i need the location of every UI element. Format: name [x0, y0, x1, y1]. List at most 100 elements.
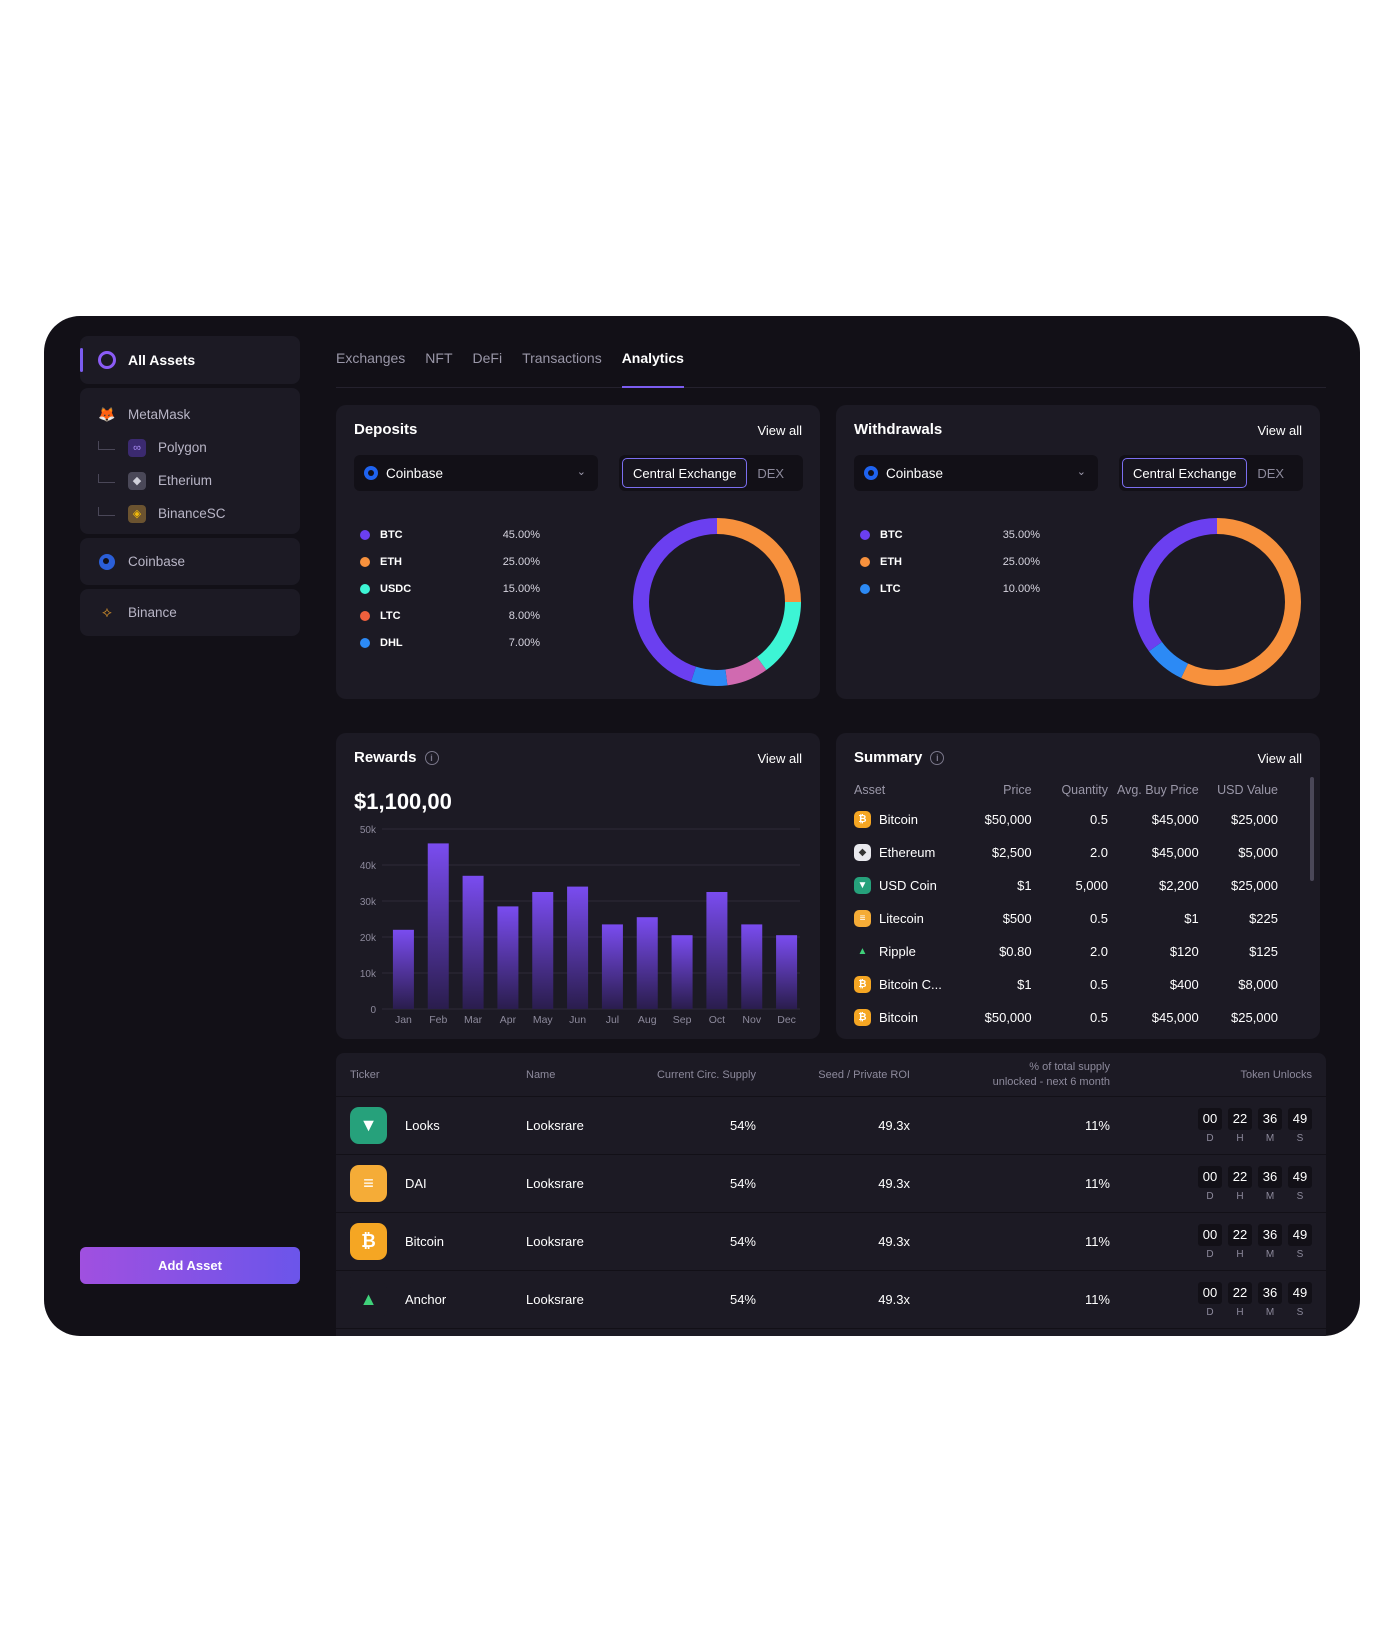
- add-asset-button[interactable]: Add Asset: [80, 1247, 300, 1284]
- table-row[interactable]: ≡ Litecoin $500 0.5 $1 $225: [854, 902, 1278, 935]
- view-all-link[interactable]: View all: [1257, 751, 1302, 766]
- tab-transactions[interactable]: Transactions: [522, 350, 602, 366]
- x-tick-label: Jul: [606, 1014, 619, 1026]
- token-icon: ▲: [350, 1281, 387, 1318]
- cell-avg: $45,000: [1151, 1010, 1199, 1025]
- timer-value: 49: [1288, 1165, 1312, 1188]
- withdrawals-card: Withdrawals View all Coinbase ⌄ Central …: [836, 405, 1320, 699]
- cell-roi: 49.3x: [878, 1176, 910, 1191]
- tab-exchanges[interactable]: Exchanges: [336, 350, 406, 366]
- bar: [392, 929, 414, 1009]
- legend-dot: [360, 583, 370, 594]
- wallet-group: 🦊 MetaMask ∞ Polygon ◆ Etherium ◈ Binanc…: [80, 388, 300, 534]
- info-icon[interactable]: i: [930, 750, 945, 765]
- rewards-card: Rewards i View all $1,100,00 0 10k 20k 30k 4…: [336, 733, 820, 1039]
- cell-qty: 5,000: [1075, 878, 1109, 893]
- cell-price: $1: [1017, 977, 1032, 992]
- cell-qty: 0.5: [1089, 1010, 1109, 1025]
- table-header: Asset Price Quantity Avg. Buy Price USD Valu…: [854, 777, 1278, 803]
- cell-usd: $25,000: [1231, 1010, 1278, 1025]
- summary-table: Asset Price Quantity Avg. Buy Price USD Valu…: [854, 777, 1278, 1039]
- table-row[interactable]: ₿ Bitcoin C... $1 0.5 $400 $8,000: [854, 968, 1278, 1001]
- tab-analytics[interactable]: Analytics: [621, 350, 685, 388]
- sidebar-item-polygon[interactable]: ∞ Polygon: [98, 431, 282, 464]
- scrollbar[interactable]: [1310, 777, 1314, 881]
- table-row[interactable]: ▼ Looks Looksrare 54% 49.3x 11% 00 D 22 H 36 M 49 S: [336, 1097, 1326, 1155]
- coin-icon: ₿: [854, 976, 871, 993]
- table-row[interactable]: ₿ Bitcoin Looksrare 54% 49.3x 11% 00 D 22 H 36 M 49 S: [336, 1213, 1326, 1271]
- coin-icon: ≡: [854, 910, 871, 927]
- ethereum-icon: ◆: [128, 471, 146, 490]
- tab-defi[interactable]: DeFi: [472, 350, 503, 366]
- dex-button[interactable]: DEX: [1257, 465, 1285, 481]
- timer-value: 49: [1288, 1281, 1312, 1304]
- central-exchange-button[interactable]: Central Exchange: [1122, 458, 1248, 488]
- dex-button[interactable]: DEX: [757, 465, 785, 481]
- legend-label: ETH: [380, 555, 402, 568]
- view-all-link[interactable]: View all: [757, 751, 802, 766]
- sidebar-item-label: Etherium: [158, 473, 213, 488]
- deposits-card: Deposits View all Coinbase ⌄ Central Exc…: [336, 405, 820, 699]
- legend-value: 8.00%: [508, 609, 540, 622]
- timer-unit: S: [1296, 1306, 1304, 1318]
- cell-price: $0.80: [999, 944, 1032, 959]
- card-title: Deposits: [354, 421, 418, 438]
- column-header: Name: [526, 1068, 556, 1081]
- deposits-legend: BTC 45.00% ETH 25.00% USDC 15.00% LTC 8.00% DHL 7…: [360, 521, 540, 656]
- timer-unit: M: [1265, 1190, 1275, 1202]
- table-row[interactable]: ≡ DAI Looksrare 54% 49.3x 11% 00 D 22 H 36 M 49 S: [336, 1155, 1326, 1213]
- timer-value: 22: [1228, 1107, 1252, 1130]
- coin-icon: ₿: [854, 811, 871, 828]
- sidebar-item-etherium[interactable]: ◆ Etherium: [98, 464, 282, 497]
- cell-name: Looksrare: [526, 1234, 584, 1249]
- view-all-link[interactable]: View all: [757, 423, 802, 438]
- legend-dot: [360, 529, 370, 540]
- cell-unlocked: 11%: [1084, 1176, 1110, 1191]
- asset-name: Ethereum: [879, 845, 936, 860]
- table-row[interactable]: ▲ Ripple $0.80 2.0 $120 $125: [854, 935, 1278, 968]
- central-exchange-button[interactable]: Central Exchange: [622, 458, 748, 488]
- sidebar-item-binance[interactable]: ⟡ Binance: [80, 589, 300, 636]
- tab-nft[interactable]: NFT: [425, 350, 453, 366]
- exchange-select[interactable]: Coinbase ⌄: [354, 455, 598, 491]
- timer-value: 36: [1258, 1223, 1282, 1246]
- exchange-select[interactable]: Coinbase ⌄: [854, 455, 1098, 491]
- binance-icon: ⟡: [102, 604, 112, 621]
- countdown-timer: 00 D 22 H 36 M 49 S: [1110, 1223, 1312, 1260]
- sidebar: All Assets 🦊 MetaMask ∞ Polygon ◆ Etheri…: [80, 336, 300, 1316]
- column-header: Ticker: [350, 1068, 380, 1081]
- token-icon: ≡: [350, 1165, 387, 1202]
- column-header: Asset: [854, 783, 886, 797]
- table-row[interactable]: ▼ USD Coin $1 5,000 $2,200 $25,000: [854, 869, 1278, 902]
- legend-value: 7.00%: [508, 636, 540, 649]
- table-row[interactable]: ▲ Anchor Looksrare 54% 49.3x 11% 00 D 22 H 36 M 49 S: [336, 1271, 1326, 1329]
- info-icon[interactable]: i: [424, 750, 439, 765]
- y-tick-label: 20k: [360, 933, 377, 944]
- card-title-text: Rewards: [354, 749, 417, 766]
- bar: [741, 924, 763, 1009]
- cell-qty: 2.0: [1089, 944, 1109, 959]
- cell-supply: 54%: [729, 1118, 756, 1133]
- sidebar-item-coinbase[interactable]: Coinbase: [80, 538, 300, 585]
- y-tick-label: 0: [370, 1005, 376, 1016]
- cell-avg: $2,200: [1158, 878, 1199, 893]
- exchange-select-value: Coinbase: [386, 465, 444, 481]
- cell-price: $500: [1002, 911, 1032, 926]
- legend-label: LTC: [380, 609, 401, 622]
- sidebar-item-all-assets[interactable]: All Assets: [80, 336, 300, 384]
- cell-usd: $125: [1249, 944, 1278, 959]
- legend-dot: [860, 556, 870, 567]
- sidebar-item-metamask[interactable]: 🦊 MetaMask: [98, 398, 282, 431]
- view-all-link[interactable]: View all: [1257, 423, 1302, 438]
- x-tick-label: Feb: [429, 1014, 447, 1026]
- sidebar-item-binancesc[interactable]: ◈ BinanceSC: [98, 497, 282, 530]
- table-row[interactable]: ◆ Ethereum $2,500 2.0 $45,000 $5,000: [854, 836, 1278, 869]
- cell-price: $1: [1017, 878, 1032, 893]
- exchange-select-value: Coinbase: [886, 465, 944, 481]
- ticker: Looks: [405, 1118, 440, 1133]
- bar: [462, 875, 484, 1009]
- asset-name: Litecoin: [879, 911, 924, 926]
